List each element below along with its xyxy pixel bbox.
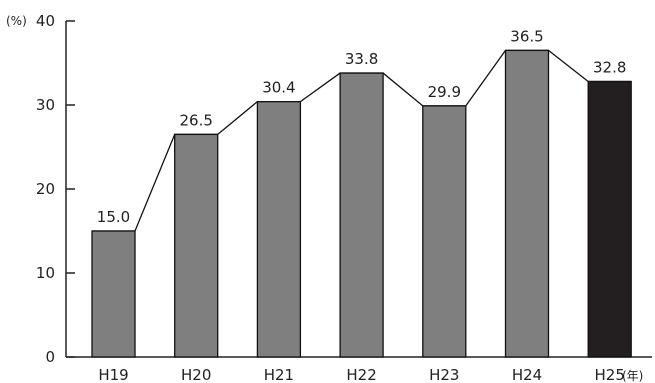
- y-tick-label: 30: [36, 96, 55, 114]
- bars: [91, 49, 632, 358]
- bar-h24: [504, 49, 550, 358]
- value-label-h20: 26.5: [179, 111, 212, 129]
- x-tick-label: H22: [346, 366, 376, 383]
- x-tick-label: H19: [98, 366, 128, 383]
- x-tick-label: H24: [512, 366, 542, 383]
- y-axis-ticks: 0 10 20 30 40: [36, 12, 75, 366]
- value-label-h22: 33.8: [345, 50, 378, 68]
- y-unit-label: (%): [6, 14, 27, 28]
- bar-h20: [174, 133, 219, 358]
- y-tick-label: 40: [36, 12, 55, 30]
- x-tick-label: H25: [595, 366, 625, 383]
- value-label-h24: 36.5: [510, 27, 543, 45]
- bar-h21: [256, 100, 302, 358]
- value-label-h23: 29.9: [428, 83, 461, 101]
- value-label-h21: 30.4: [262, 79, 295, 97]
- y-tick-label: 0: [45, 348, 55, 366]
- bar-h25: [587, 80, 632, 358]
- x-tick-label: H20: [181, 366, 211, 383]
- x-tick-label: H21: [264, 366, 294, 383]
- bar-h23: [422, 105, 467, 358]
- y-tick-label: 20: [36, 180, 55, 198]
- value-labels: 15.0 26.5 30.4 33.8 29.9 36.5 32.8: [97, 27, 627, 226]
- y-tick-label: 10: [36, 264, 55, 282]
- x-axis-labels: H19 H20 H21 H22 H23 H24 H25: [98, 366, 625, 383]
- value-label-h25: 32.8: [593, 58, 626, 76]
- x-tick-label: H23: [429, 366, 459, 383]
- bar-h22: [339, 72, 384, 358]
- bar-h19: [91, 230, 136, 358]
- x-unit-label: (年): [622, 369, 643, 383]
- value-label-h19: 15.0: [97, 208, 130, 226]
